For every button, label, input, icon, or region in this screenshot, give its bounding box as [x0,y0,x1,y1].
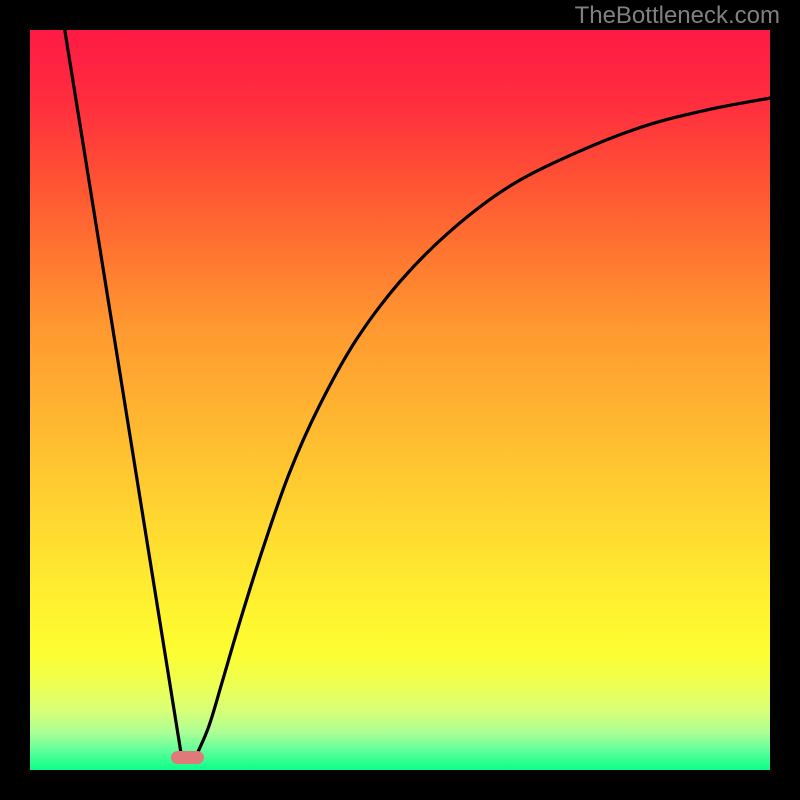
watermark-text: TheBottleneck.com [575,2,780,30]
minimum-marker [171,751,204,764]
figure-container: TheBottleneck.com [0,0,800,800]
curve-layer [30,30,770,770]
bottleneck-curve [65,30,770,757]
plot-area [30,30,770,770]
